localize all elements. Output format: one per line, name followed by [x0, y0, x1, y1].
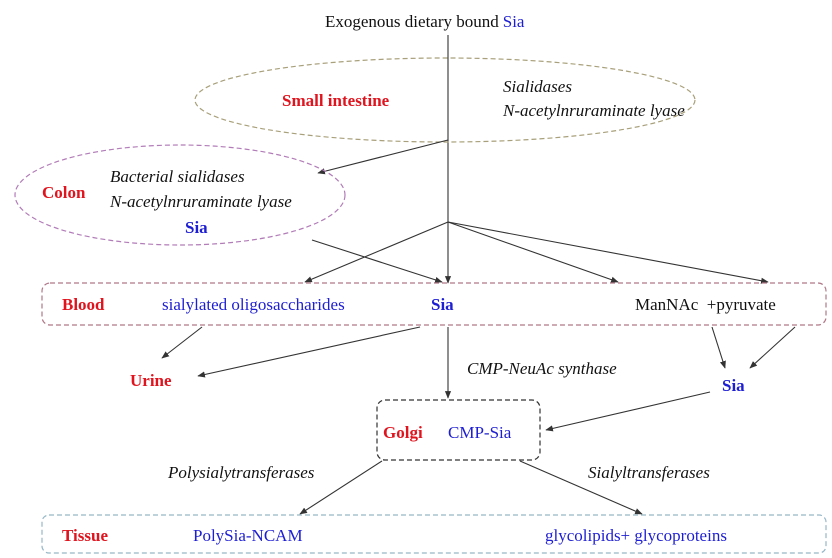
arrow-pyruvate-to-sia [749, 326, 796, 369]
urine-label: Urine [130, 371, 172, 390]
blood-sia: Sia [431, 295, 454, 314]
arrow-to-mannac [447, 221, 619, 283]
arrow-sia-to-cmp [545, 391, 711, 432]
colon-ellipse [14, 144, 346, 246]
colon-label: Colon [42, 183, 86, 202]
tissue-label: Tissue [62, 526, 108, 545]
sialidases-label: Sialidases [503, 77, 572, 96]
title: Exogenous dietary bound Sia [325, 12, 525, 31]
arrow-to-oligosaccharides [304, 221, 449, 283]
small-intestine-ellipse [194, 57, 696, 143]
sialyltransferases-label: Sialyltransferases [588, 463, 710, 482]
small-intestine-label: Small intestine [282, 91, 390, 110]
polysia-ncam: PolySia-NCAM [193, 526, 303, 545]
cmp-neuac-synthase-label: CMP-NeuAc synthase [467, 359, 617, 378]
polysialytransferases-label: Polysialytransferases [167, 463, 315, 482]
arrow-oligo-to-urine [161, 326, 203, 359]
blood-label: Blood [62, 295, 105, 314]
arrow-mannac-to-sia [711, 326, 726, 369]
golgi-box [376, 399, 541, 461]
arrow-to-colon [317, 139, 449, 175]
sialylated-oligosaccharides: sialylated oligosaccharides [162, 295, 345, 314]
arrow-golgi-to-polysia [299, 460, 383, 515]
mannac-pyruvate: ManNAc +pyruvate [635, 295, 776, 314]
glycolipids-glycoproteins: glycolipids+ glycoproteins [545, 526, 727, 545]
colon-lyase-label: N-acetylnruraminate lyase [109, 192, 292, 211]
lyase-label: N-acetylnruraminate lyase [502, 101, 685, 120]
golgi-label: Golgi [383, 423, 423, 442]
arrow-sia-to-urine [197, 326, 421, 378]
arrow-colon-to-blood [311, 239, 443, 283]
bacterial-sialidases-label: Bacterial sialidases [110, 167, 245, 186]
arrow-golgi-to-glycoconjugates [519, 460, 643, 515]
right-sia-label: Sia [722, 376, 745, 395]
blood-box [41, 282, 827, 326]
tissue-box [41, 514, 827, 554]
arrow-to-pyruvate [447, 221, 769, 284]
colon-sia-label: Sia [185, 218, 208, 237]
cmp-sia: CMP-Sia [448, 423, 512, 442]
